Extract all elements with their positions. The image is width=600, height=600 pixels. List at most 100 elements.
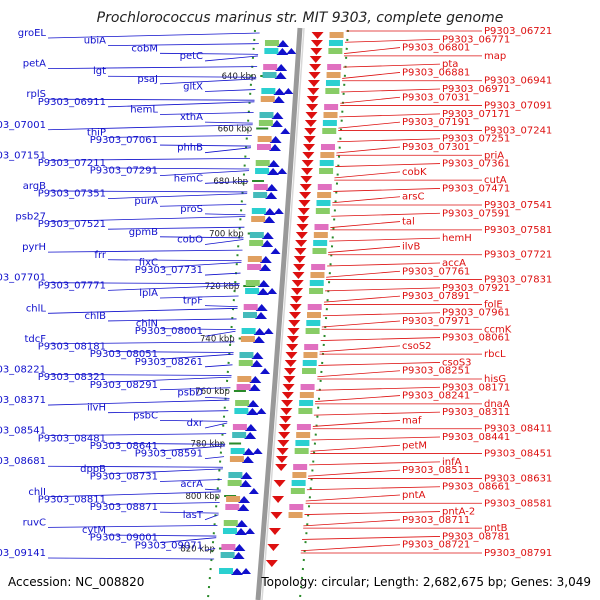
- gene-label-right[interactable]: tal: [402, 217, 415, 228]
- gene-label-right[interactable]: P9303_08581: [484, 498, 552, 509]
- gene-label-right[interactable]: accA: [442, 258, 466, 269]
- gene-label-right[interactable]: P9303_08721: [402, 540, 470, 551]
- gene-label-left[interactable]: thiP: [87, 127, 106, 138]
- gene-label-left[interactable]: P9303_08681: [0, 456, 46, 467]
- gene-label-right[interactable]: P9303_07191: [402, 117, 470, 128]
- gene-label-right[interactable]: P9303_08711: [402, 515, 470, 526]
- gene-label-left[interactable]: P9303_07061: [90, 135, 158, 146]
- gene-label-right[interactable]: P9303_07301: [402, 142, 470, 153]
- gene-label-right[interactable]: P9303_07241: [484, 125, 552, 136]
- gene-label-left[interactable]: cytM: [82, 525, 106, 536]
- gene-label-right[interactable]: map: [484, 51, 506, 62]
- gene-label-right[interactable]: P9303_07541: [484, 200, 552, 211]
- gene-label-left[interactable]: P9303_07521: [38, 219, 106, 230]
- gene-label-right[interactable]: P9303_06771: [442, 34, 510, 45]
- gene-label-left[interactable]: P9303_06911: [38, 97, 106, 108]
- gene-label-left[interactable]: P9303_08001: [135, 326, 203, 337]
- gene-label-right[interactable]: folE: [484, 299, 503, 310]
- gene-label-right[interactable]: P9303_08311: [442, 407, 510, 418]
- gene-label-left[interactable]: P9303_07351: [38, 189, 106, 200]
- gene-label-left[interactable]: proS: [180, 204, 203, 215]
- gene-label-left[interactable]: pyrH: [22, 242, 46, 253]
- gene-label-left[interactable]: petC: [180, 51, 203, 62]
- gene-label-left[interactable]: dxr: [187, 418, 204, 429]
- gene-label-left[interactable]: chlB: [85, 311, 107, 322]
- gene-label-right[interactable]: P9303_06881: [402, 67, 470, 78]
- gene-label-left[interactable]: chlI: [28, 487, 46, 498]
- gene-label-left[interactable]: cobM: [131, 43, 158, 54]
- gene-label-left[interactable]: P9303_09071: [135, 540, 203, 551]
- gene-label-right[interactable]: P9303_07761: [402, 266, 470, 277]
- gene-label-left[interactable]: P9303_08871: [90, 502, 158, 513]
- gene-label-left[interactable]: P9303_08051: [90, 349, 158, 360]
- gene-label-left[interactable]: P9303_08541: [0, 426, 46, 437]
- gene-label-left[interactable]: P9303_08221: [0, 364, 46, 375]
- gene-label-right[interactable]: P9303_08661: [442, 482, 510, 493]
- gene-label-left[interactable]: rplS: [26, 89, 46, 100]
- gene-label-right[interactable]: P9303_06801: [402, 43, 470, 54]
- gene-label-left[interactable]: P9303_08291: [90, 380, 158, 391]
- gene-label-left[interactable]: petA: [23, 59, 46, 70]
- gene-label-right[interactable]: petM: [402, 440, 427, 451]
- gene-label-right[interactable]: infA: [442, 457, 462, 468]
- gene-label-left[interactable]: fixC: [139, 257, 158, 268]
- gene-label-right[interactable]: P9303_08061: [442, 333, 510, 344]
- gene-label-right[interactable]: P9303_07171: [442, 109, 510, 120]
- gene-label-right[interactable]: P9303_08791: [484, 548, 552, 559]
- gene-label-right[interactable]: P9303_07031: [402, 92, 470, 103]
- gene-label-right[interactable]: P9303_08451: [484, 449, 552, 460]
- gene-label-right[interactable]: cutA: [484, 175, 507, 186]
- gene-label-right[interactable]: P9303_07891: [402, 291, 470, 302]
- gene-label-left[interactable]: dppB: [80, 464, 106, 475]
- gene-label-right[interactable]: P9303_07471: [442, 183, 510, 194]
- gene-label-right[interactable]: P9303_08241: [402, 391, 470, 402]
- gene-label-left[interactable]: purA: [134, 196, 158, 207]
- gene-label-left[interactable]: P9303_08261: [135, 357, 203, 368]
- gene-label-right[interactable]: P9303_07091: [484, 101, 552, 112]
- gene-label-right[interactable]: P9303_06971: [442, 84, 510, 95]
- gene-label-left[interactable]: psbD: [177, 387, 203, 398]
- gene-label-right[interactable]: P9303_08441: [442, 432, 510, 443]
- gene-label-left[interactable]: ilvH: [87, 403, 106, 414]
- gene-label-left[interactable]: P9303_08811: [38, 494, 106, 505]
- gene-label-right[interactable]: P9303_08411: [484, 424, 552, 435]
- gene-label-left[interactable]: cobO: [177, 234, 203, 245]
- gene-label-left[interactable]: lplA: [139, 288, 158, 299]
- gene-label-right[interactable]: pntA-2: [442, 507, 475, 518]
- gene-label-right[interactable]: P9303_07961: [442, 308, 510, 319]
- gene-label-right[interactable]: hisG: [484, 374, 506, 385]
- gene-label-right[interactable]: P9303_08781: [442, 531, 510, 542]
- gene-label-right[interactable]: csoS3: [442, 357, 472, 368]
- gene-label-left[interactable]: chlL: [26, 303, 47, 314]
- gene-label-left[interactable]: P9303_07001: [0, 120, 46, 131]
- gene-label-right[interactable]: dnaA: [484, 399, 510, 410]
- gene-label-left[interactable]: P9303_08591: [135, 449, 203, 460]
- gene-label-right[interactable]: P9303_08631: [484, 473, 552, 484]
- gene-label-left[interactable]: psaJ: [137, 74, 158, 85]
- gene-label-right[interactable]: P9303_07971: [402, 316, 470, 327]
- gene-label-right[interactable]: hemH: [442, 233, 472, 244]
- gene-label-left[interactable]: psb27: [15, 212, 46, 223]
- gene-label-left[interactable]: chlN: [136, 319, 158, 330]
- gene-label-left[interactable]: groEL: [18, 28, 47, 39]
- gene-label-left[interactable]: ruvC: [23, 517, 46, 528]
- gene-label-left[interactable]: tdcF: [24, 334, 46, 345]
- gene-label-left[interactable]: P9303_08181: [38, 342, 106, 353]
- gene-label-right[interactable]: P9303_07921: [442, 283, 510, 294]
- gene-label-left[interactable]: psbC: [133, 410, 158, 421]
- gene-label-right[interactable]: cobK: [402, 167, 427, 178]
- gene-label-right[interactable]: P9303_06941: [484, 76, 552, 87]
- gene-label-left[interactable]: P9303_08321: [38, 372, 106, 383]
- gene-label-right[interactable]: pntA: [402, 490, 426, 501]
- gene-label-right[interactable]: P9303_07581: [484, 225, 552, 236]
- gene-label-right[interactable]: ilvB: [402, 241, 420, 252]
- gene-label-left[interactable]: lasT: [183, 510, 204, 521]
- gene-label-left[interactable]: P9303_07211: [38, 158, 106, 169]
- gene-label-right[interactable]: P9303_08511: [402, 465, 470, 476]
- gene-label-left[interactable]: P9303_08371: [0, 395, 46, 406]
- gene-label-left[interactable]: P9303_07731: [135, 265, 203, 276]
- gene-label-right[interactable]: P9303_07361: [442, 159, 510, 170]
- gene-label-right[interactable]: priA: [484, 150, 504, 161]
- gene-label-right[interactable]: P9303_06721: [484, 26, 552, 37]
- gene-label-left[interactable]: lgt: [93, 66, 106, 77]
